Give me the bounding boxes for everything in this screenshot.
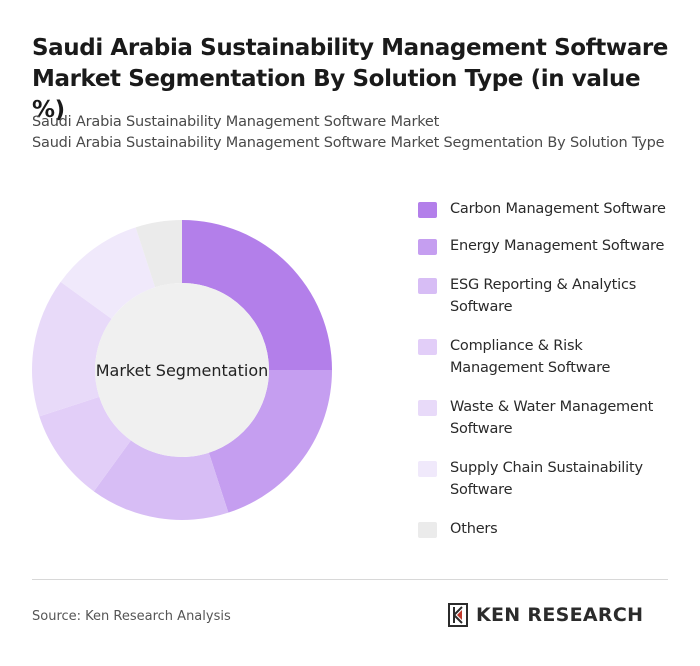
subtitle-line-1: Saudi Arabia Sustainability Management S… <box>32 114 440 130</box>
slice-supply-chain-sustainability-software[interactable] <box>60 227 156 319</box>
footer-divider <box>32 579 668 580</box>
legend-item[interactable]: Energy Management Software <box>418 235 688 257</box>
ken-research-logo-icon <box>448 603 468 627</box>
title-line-1: Saudi Arabia Sustainability Management S… <box>32 35 668 61</box>
legend-swatch <box>418 239 437 255</box>
legend-label: Supply Chain Sustainability Software <box>450 460 643 498</box>
legend-label: ESG Reporting & Analytics Software <box>450 277 637 315</box>
slice-energy-management-software[interactable] <box>208 370 332 513</box>
title-line-2: Market Segmentation By Solution Type (in… <box>32 66 641 123</box>
legend-label: Compliance & Risk Management Software <box>450 338 611 376</box>
legend-swatch <box>418 278 437 294</box>
center-label: Market Segmentation <box>96 361 269 380</box>
legend-label: Energy Management Software <box>450 238 665 254</box>
legend-label: Waste & Water Management Software <box>450 399 654 437</box>
legend-item[interactable]: ESG Reporting & Analytics Software <box>418 274 688 318</box>
chart-subtitle: Saudi Arabia Sustainability Management S… <box>32 112 692 154</box>
legend-label: Others <box>450 521 498 537</box>
legend-item[interactable]: Compliance & Risk Management Software <box>418 335 688 379</box>
legend-swatch <box>418 461 437 477</box>
legend-item[interactable]: Supply Chain Sustainability Software <box>418 457 688 501</box>
brand-name: KEN RESEARCH <box>476 604 644 626</box>
legend-item[interactable]: Carbon Management Software <box>418 198 688 220</box>
source-note: Source: Ken Research Analysis <box>32 609 231 624</box>
slice-waste-water-management-software[interactable] <box>32 281 112 417</box>
legend-item[interactable]: Waste & Water Management Software <box>418 396 688 440</box>
donut-hole <box>95 283 269 457</box>
chart-title: Saudi Arabia Sustainability Management S… <box>32 33 672 126</box>
legend-item[interactable]: Others <box>418 518 688 540</box>
slice-compliance-risk-management-software[interactable] <box>39 396 131 492</box>
donut-chart: Market Segmentation <box>32 220 332 520</box>
brand-logo: KEN RESEARCH <box>448 603 643 627</box>
slice-others[interactable] <box>135 220 182 288</box>
legend-swatch <box>418 339 437 355</box>
slice-carbon-management-software[interactable] <box>182 220 332 370</box>
legend-swatch <box>418 202 437 218</box>
slice-esg-reporting-analytics-software[interactable] <box>93 440 229 520</box>
legend-swatch <box>418 400 437 416</box>
legend-swatch <box>418 522 437 538</box>
legend-label: Carbon Management Software <box>450 201 666 217</box>
subtitle-line-2: Saudi Arabia Sustainability Management S… <box>32 135 665 151</box>
